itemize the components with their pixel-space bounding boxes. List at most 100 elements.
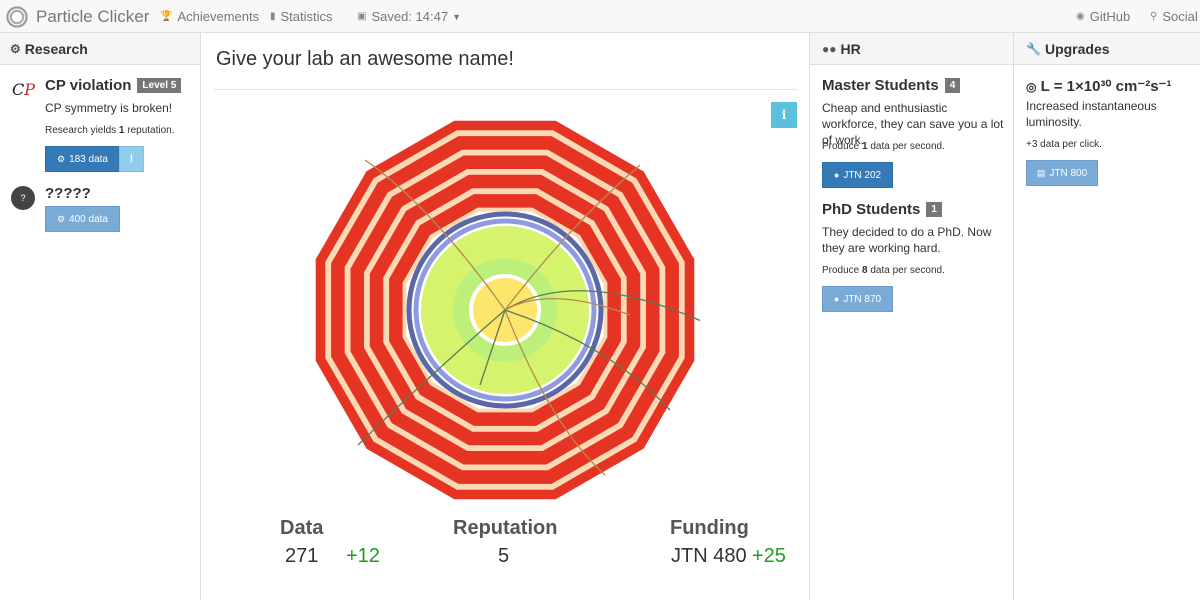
produce-suffix: data per second.	[867, 141, 945, 152]
hr-item-produce: Produce 1 data per second.	[822, 141, 945, 152]
nav-github[interactable]: ◉ GitHub	[1076, 0, 1130, 33]
lab-panel	[201, 33, 810, 600]
count-badge: 1	[926, 202, 942, 217]
upgrade-cost: JTN 800	[1049, 167, 1088, 179]
data-label: Data	[280, 517, 324, 539]
data-value: 271	[285, 545, 319, 567]
research-item-name: CP violation	[45, 77, 132, 94]
hr-item-title: PhD Students 1	[822, 201, 942, 218]
hr-item-description: Cheap and enthusiastic workforce, they c…	[822, 101, 1004, 147]
hr-item-description: They decided to do a PhD. Now they are w…	[822, 225, 992, 255]
detector-logo-icon	[6, 5, 28, 28]
particle-track	[504, 290, 700, 322]
info-icon: i	[781, 108, 787, 122]
research-header-label: Research	[24, 40, 88, 57]
research-cost: 183 data	[69, 153, 108, 165]
upgrade-buy-button[interactable]: ▤ JTN 800	[1026, 160, 1098, 186]
hr-item-name: PhD Students	[822, 201, 921, 218]
produce-value: 8	[862, 265, 868, 276]
particle-track	[504, 309, 606, 476]
yield-suffix: reputation.	[124, 125, 175, 136]
nav-saved-label: Saved: 14:47	[371, 9, 449, 24]
upgrade-item-name: L = 1×10³⁰ cm⁻²s⁻¹	[1040, 78, 1172, 95]
particle-track	[479, 309, 506, 386]
research-locked-cost: 400 data	[69, 213, 108, 225]
research-buy-button[interactable]: ⚙ 183 data	[45, 146, 120, 172]
hr-item-name: Master Students	[822, 77, 939, 94]
caret-down-icon: ▼	[452, 11, 461, 22]
produce-prefix: Produce	[822, 265, 863, 276]
hr-column: ●● HR	[810, 33, 1014, 600]
hr-header-label: HR	[840, 40, 861, 57]
nav-statistics[interactable]: ▮ Statistics	[270, 0, 333, 33]
save-icon: ▣	[357, 11, 367, 22]
upgrade-item-effect: +3 data per click.	[1026, 139, 1102, 150]
level-badge: Level 5	[137, 78, 182, 93]
hr-item-title: Master Students 4	[822, 77, 961, 94]
divider	[214, 89, 798, 90]
yield-value: 1	[118, 125, 125, 136]
research-item-title: CP violation Level 5	[45, 77, 182, 94]
hr-item-produce: Produce 8 data per second.	[822, 265, 945, 276]
nav-statistics-label: Statistics	[280, 9, 333, 24]
exclamation-icon: !	[129, 153, 134, 165]
research-column: ⚙ Research	[0, 33, 201, 600]
research-info-button[interactable]: !	[119, 146, 144, 172]
hire-button[interactable]: ● JTN 202	[822, 162, 893, 188]
cp-violation-icon: CP	[12, 80, 36, 99]
nav-social-dropdown[interactable]: ⚲ Social ▼	[1150, 0, 1200, 33]
nav-social-label: Social	[1162, 9, 1198, 24]
hire-button[interactable]: ● JTN 870	[822, 286, 893, 312]
hire-cost: JTN 870	[843, 293, 882, 305]
produce-suffix: data per second.	[867, 265, 945, 276]
upgrades-header: 🔧 Upgrades	[1014, 33, 1200, 65]
detector[interactable]	[310, 115, 700, 505]
research-locked-buy-button[interactable]: ⚙ 400 data	[45, 206, 120, 232]
funding-value: JTN 480	[671, 545, 747, 567]
bar-chart-icon: ▮	[270, 11, 276, 22]
research-header: ⚙ Research	[0, 33, 200, 65]
upgrade-item-description: Increased instantaneous luminosity.	[1026, 99, 1157, 129]
research-item-yield: Research yields 1 reputation.	[45, 125, 175, 136]
data-rate: +12	[346, 545, 380, 567]
unknown-research-icon: ?	[11, 186, 35, 210]
upgrades-header-label: Upgrades	[1044, 40, 1110, 57]
share-icon: ⚲	[1150, 11, 1158, 22]
cogs-icon: ⚙	[10, 41, 21, 56]
particle-track	[357, 309, 506, 446]
funding-label: Funding	[670, 517, 749, 539]
money-icon: ▤	[1036, 167, 1046, 178]
count-badge: 4	[944, 78, 961, 93]
users-icon: ●●	[822, 41, 837, 56]
research-locked-title: ?????	[45, 185, 91, 202]
nav-github-label: GitHub	[1089, 9, 1131, 24]
wrench-icon: 🔧	[1026, 41, 1041, 56]
upgrade-item-title: ◎ L = 1×10³⁰ cm⁻²s⁻¹	[1026, 77, 1171, 95]
cogs-icon: ⚙	[56, 213, 66, 224]
particle-track	[504, 309, 671, 411]
reputation-label: Reputation	[453, 517, 558, 539]
brand-name: Particle Clicker	[36, 6, 150, 26]
particle-track	[504, 164, 641, 311]
produce-prefix: Produce	[822, 141, 863, 152]
nav-saved-dropdown[interactable]: ▣ Saved: 14:47 ▼	[357, 0, 461, 33]
nav-achievements[interactable]: 🏆 Achievements	[160, 0, 259, 33]
user-icon: ●	[833, 294, 840, 304]
trophy-icon: 🏆	[160, 11, 173, 22]
nav-achievements-label: Achievements	[177, 9, 260, 24]
user-icon: ●	[833, 170, 840, 180]
hire-cost: JTN 202	[843, 169, 882, 181]
reputation-value: 5	[498, 545, 510, 567]
info-button[interactable]: i	[771, 102, 797, 128]
navbar: Particle Clicker 🏆 Achievements ▮ Statis…	[0, 0, 1200, 33]
particle-track	[504, 298, 631, 316]
funding-rate: +25	[752, 545, 786, 567]
target-icon: ◎	[1026, 80, 1037, 94]
brand[interactable]: Particle Clicker	[6, 4, 149, 29]
produce-value: 1	[862, 141, 868, 152]
upgrades-column: 🔧 Upgrades	[1014, 33, 1200, 600]
lab-name-title[interactable]: Give your lab an awesome name!	[216, 48, 514, 70]
question-mark: ?	[20, 193, 26, 203]
hr-header: ●● HR	[810, 33, 1013, 65]
github-icon: ◉	[1076, 11, 1085, 22]
